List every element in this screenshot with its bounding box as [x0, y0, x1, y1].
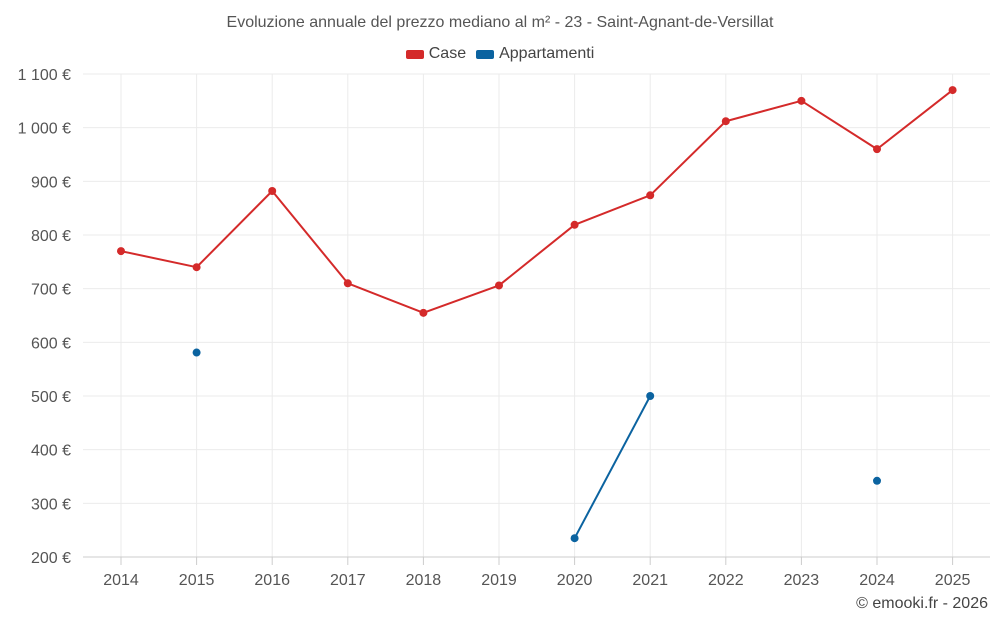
data-point-case[interactable]: [948, 86, 957, 95]
data-point-case[interactable]: [873, 145, 881, 154]
x-tick-label: 2015: [179, 572, 215, 589]
data-point-case[interactable]: [192, 263, 201, 272]
legend: Case Appartamenti: [0, 45, 1000, 63]
y-tick-label: 500 €: [31, 389, 71, 406]
y-tick-label: 200 €: [31, 550, 71, 567]
series-line-case: [120, 89, 954, 314]
data-point-case[interactable]: [343, 279, 352, 288]
data-point-appartamenti[interactable]: [192, 348, 201, 357]
x-tick-label: 2016: [254, 572, 290, 589]
data-point-case[interactable]: [117, 247, 125, 256]
x-tick-label: 2018: [406, 572, 442, 589]
data-point-case[interactable]: [495, 281, 503, 290]
legend-swatch-appartamenti: [476, 49, 495, 59]
x-tick-label: 2024: [859, 572, 895, 589]
y-tick-label: 600 €: [31, 335, 71, 352]
data-point-case[interactable]: [797, 96, 806, 105]
y-tick-label: 400 €: [31, 443, 71, 460]
y-tick-label: 1 100 €: [18, 67, 71, 84]
credit: © emooki.fr - 2026: [856, 595, 988, 612]
legend-label-case: Case: [428, 45, 467, 62]
legend-item-case[interactable]: Case: [405, 45, 467, 63]
x-tick-label: 2020: [557, 572, 593, 589]
data-point-appartamenti[interactable]: [646, 392, 655, 400]
x-tick-label: 2025: [935, 572, 971, 589]
x-tick-label: 2021: [632, 572, 668, 589]
legend-swatch-case: [405, 49, 424, 59]
y-tick-label: 800 €: [31, 228, 71, 245]
data-point-case[interactable]: [570, 220, 579, 229]
x-tick-label: 2023: [784, 572, 820, 589]
y-tick-label: 1 000 €: [18, 121, 71, 138]
y-tick-label: 900 €: [31, 174, 71, 191]
x-tick-label: 2014: [103, 572, 139, 589]
data-point-case[interactable]: [268, 186, 277, 195]
data-point-appartamenti[interactable]: [873, 476, 881, 485]
data-point-appartamenti[interactable]: [570, 534, 579, 543]
x-tick-label: 2022: [708, 572, 744, 589]
data-point-case[interactable]: [419, 308, 428, 317]
x-tick-label: 2019: [481, 572, 517, 589]
chart-title: Evoluzione annuale del prezzo mediano al…: [226, 14, 774, 31]
y-tick-label: 300 €: [31, 496, 71, 513]
series-line-appartamenti: [573, 395, 652, 539]
x-tick-label: 2017: [330, 572, 366, 589]
y-tick-label: 700 €: [31, 282, 71, 299]
data-point-case[interactable]: [646, 191, 655, 200]
data-point-case[interactable]: [721, 117, 730, 126]
legend-item-appartamenti[interactable]: Appartamenti: [476, 45, 594, 63]
legend-label-appartamenti: Appartamenti: [499, 45, 595, 62]
